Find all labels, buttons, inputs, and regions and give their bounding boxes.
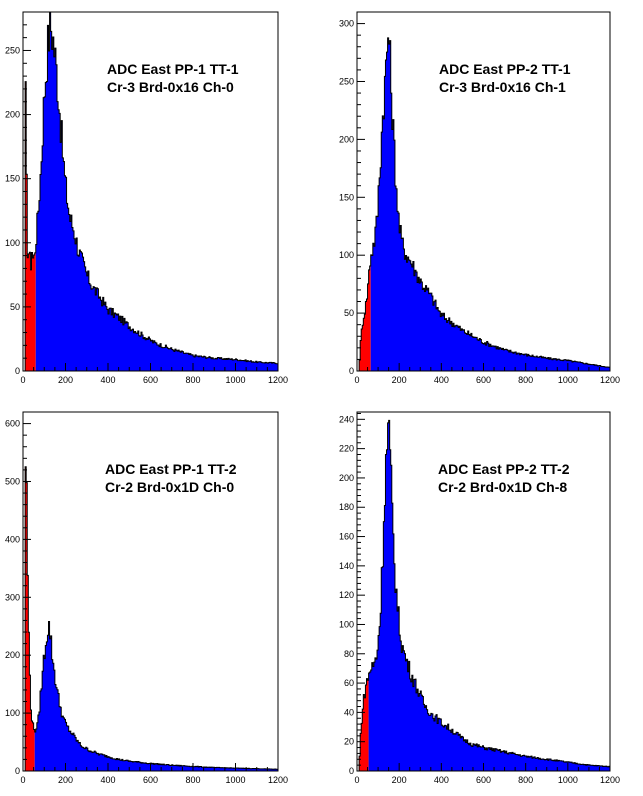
histogram-main-region-fill: [35, 12, 278, 371]
y-tick-label: 600: [5, 419, 20, 429]
y-tick-label: 250: [339, 76, 354, 86]
panel-2-title-line1: ADC East PP-2 TT-1: [439, 61, 571, 77]
panel-4-title-line1: ADC East PP-2 TT-2: [438, 461, 570, 477]
y-tick-label: 220: [339, 444, 354, 454]
x-tick-label: 0: [354, 775, 359, 785]
x-tick-label: 800: [518, 375, 533, 385]
y-tick-label: 50: [344, 308, 354, 318]
x-tick-label: 200: [58, 775, 73, 785]
panel-1-title-line1: ADC East PP-1 TT-1: [107, 61, 239, 77]
x-tick-label: 200: [392, 375, 407, 385]
histogram-panel-1: 0 200 400 600 800 1000 1200 0 50 100 150 200 250: [5, 11, 288, 385]
histogram-main-region-fill: [34, 621, 278, 771]
histogram-panel-2: 0 200 400 600 800 1000 1200 0 50 100 150 200 250 300: [339, 11, 620, 385]
y-tick-label: 20: [344, 737, 354, 747]
x-tick-label: 600: [476, 775, 491, 785]
x-tick-label: 200: [392, 775, 407, 785]
histogram-main-region-fill: [370, 37, 610, 372]
x-tick-label: 600: [143, 775, 158, 785]
x-tick-label: 400: [100, 375, 115, 385]
y-tick-label: 200: [5, 110, 20, 120]
x-tick-label: 600: [143, 375, 158, 385]
x-tick-label: 600: [476, 375, 491, 385]
y-tick-label: 250: [5, 45, 20, 55]
y-tick-label: 50: [10, 302, 20, 312]
x-tick-label: 1000: [225, 375, 245, 385]
x-tick-label: 0: [20, 775, 25, 785]
histogram-outline: [23, 11, 279, 372]
y-tick-label: 80: [344, 649, 354, 659]
y-tick-label: 60: [344, 678, 354, 688]
x-tick-label: 800: [518, 775, 533, 785]
panel-2-title-line2: Cr-3 Brd-0x16 Ch-1: [439, 79, 566, 95]
y-tick-label: 180: [339, 502, 354, 512]
y-tick-label: 100: [5, 238, 20, 248]
x-tick-label: 400: [100, 775, 115, 785]
x-tick-label: 0: [354, 375, 359, 385]
y-tick-label: 500: [5, 476, 20, 486]
y-tick-label: 200: [339, 134, 354, 144]
y-tick-label: 40: [344, 707, 354, 717]
y-tick-label: 100: [5, 708, 20, 718]
x-tick-label: 200: [58, 375, 73, 385]
y-tick-label: 0: [349, 366, 354, 376]
x-tick-label: 1200: [600, 375, 620, 385]
histogram-low-region-fill: [23, 466, 35, 771]
y-tick-label: 200: [339, 473, 354, 483]
y-tick-label: 240: [339, 414, 354, 424]
panel-3-title-line2: Cr-2 Brd-0x1D Ch-0: [105, 479, 234, 495]
x-tick-label: 800: [185, 775, 200, 785]
x-tick-label: 1200: [600, 775, 620, 785]
y-tick-label: 120: [339, 590, 354, 600]
y-tick-label: 300: [339, 19, 354, 29]
x-tick-label: 400: [434, 775, 449, 785]
histogram-outline: [357, 37, 611, 372]
x-tick-label: 1200: [268, 775, 288, 785]
histogram-outline: [357, 419, 611, 772]
panel-1-title-line2: Cr-3 Brd-0x16 Ch-0: [107, 79, 234, 95]
y-tick-label: 0: [15, 766, 20, 776]
y-tick-label: 200: [5, 650, 20, 660]
y-tick-label: 140: [339, 561, 354, 571]
y-tick-label: 160: [339, 532, 354, 542]
y-tick-label: 0: [349, 766, 354, 776]
y-tick-label: 150: [5, 174, 20, 184]
x-tick-label: 1000: [558, 775, 578, 785]
panel-4-title-line2: Cr-2 Brd-0x1D Ch-8: [438, 479, 567, 495]
y-tick-label: 100: [339, 619, 354, 629]
x-tick-label: 1200: [268, 375, 288, 385]
y-tick-label: 300: [5, 592, 20, 602]
x-tick-label: 1000: [225, 775, 245, 785]
histogram-panel-4: 0 200 400 600 800 1000 1200 0 20 40 60 80 100 120 140 1…: [339, 411, 620, 785]
y-tick-label: 400: [5, 534, 20, 544]
histogram-main-region-fill: [368, 420, 610, 771]
y-tick-label: 0: [15, 366, 20, 376]
y-tick-label: 150: [339, 192, 354, 202]
y-tick-label: 100: [339, 250, 354, 260]
x-tick-label: 0: [20, 375, 25, 385]
panel-3-title-line1: ADC East PP-1 TT-2: [105, 461, 237, 477]
x-tick-label: 800: [185, 375, 200, 385]
x-tick-label: 400: [434, 375, 449, 385]
x-tick-label: 1000: [558, 375, 578, 385]
histogram-low-region-fill: [357, 678, 369, 771]
histogram-panel-3: 0 200 400 600 800 1000 1200 0 100 200 300 400 500 600: [5, 411, 288, 785]
